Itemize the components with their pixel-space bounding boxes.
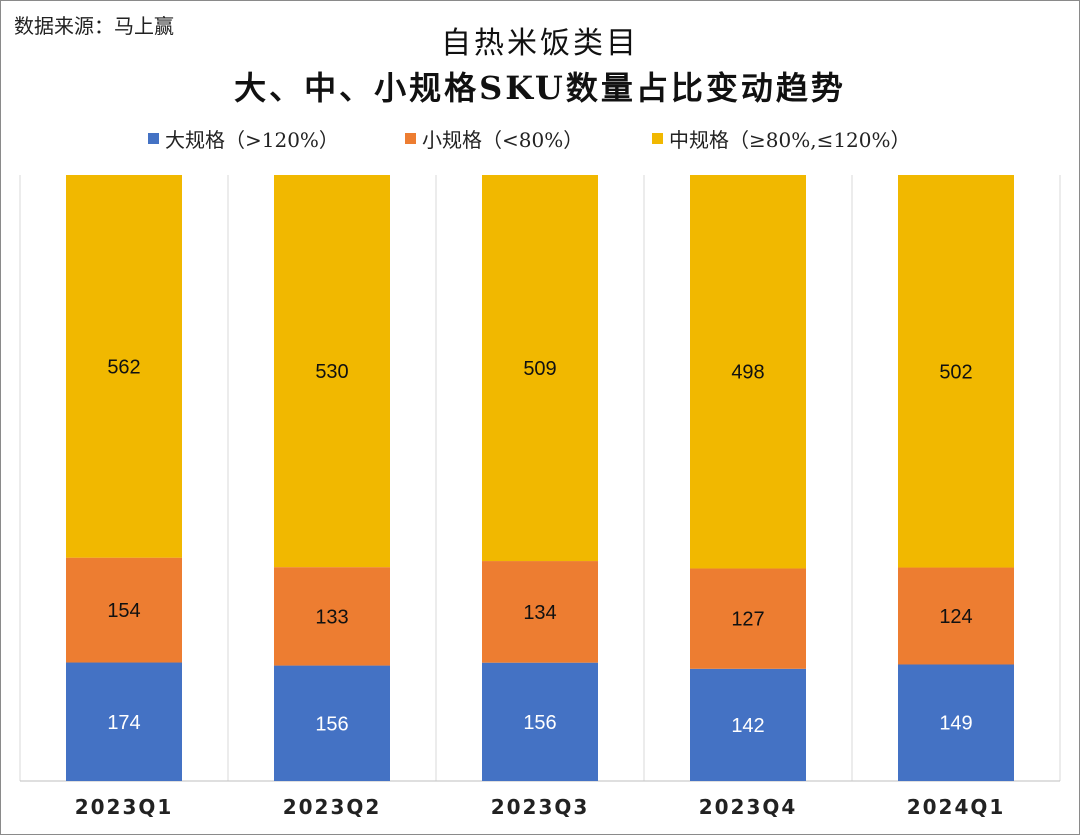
legend-item-large: 大规格（>120%）	[148, 124, 339, 153]
bar-segment	[690, 175, 806, 569]
data-label: 509	[523, 358, 556, 380]
data-label: 562	[107, 356, 140, 378]
bar-segment	[274, 175, 390, 568]
legend-label-medium: 中规格（≥80%,≤120%）	[669, 128, 911, 152]
bar-segment	[66, 662, 182, 781]
bar-segment	[66, 557, 182, 663]
data-source-note: 数据来源：马上赢	[14, 14, 174, 38]
data-label: 149	[939, 713, 972, 735]
bar-segment	[898, 175, 1014, 568]
legend-item-medium: 中规格（≥80%,≤120%）	[652, 124, 911, 153]
data-label: 133	[315, 606, 348, 628]
data-label: 502	[939, 361, 972, 383]
x-tick-label: 2023Q1	[75, 795, 174, 819]
legend-item-small: 小规格（<80%）	[405, 124, 583, 153]
legend: 大规格（>120%） 小规格（<80%） 中规格（≥80%,≤120%）	[0, 124, 1080, 154]
data-label: 154	[107, 600, 140, 622]
x-tick-label: 2023Q2	[283, 795, 382, 819]
x-tick-label: 2023Q4	[699, 795, 798, 819]
data-label: 127	[731, 609, 764, 631]
legend-swatch-small	[405, 133, 416, 144]
legend-label-small: 小规格（<80%）	[422, 128, 584, 152]
legend-swatch-large	[148, 133, 159, 144]
bar-segment	[690, 668, 806, 781]
data-label: 174	[107, 712, 140, 734]
chart-subtitle: 大、中、小规格SKU数量占比变动趋势	[234, 69, 846, 107]
data-label: 498	[731, 362, 764, 384]
x-tick-label: 2023Q3	[491, 795, 590, 819]
data-label: 134	[523, 602, 556, 624]
bar-segment	[482, 175, 598, 562]
data-label: 142	[731, 715, 764, 737]
bar-segment	[482, 662, 598, 781]
data-label: 156	[523, 712, 556, 734]
bar-segment	[898, 567, 1014, 665]
legend-label-large: 大规格（>120%）	[165, 128, 339, 152]
bar-segment	[690, 568, 806, 669]
bar-segment	[898, 664, 1014, 781]
legend-swatch-medium	[652, 133, 663, 144]
data-label: 156	[315, 713, 348, 735]
bar-segment	[482, 561, 598, 663]
x-tick-label: 2024Q1	[907, 795, 1006, 819]
bar-segment	[274, 567, 390, 666]
bar-segment	[66, 175, 182, 558]
data-label: 530	[315, 361, 348, 383]
data-label: 124	[939, 606, 972, 628]
bar-segment	[274, 665, 390, 781]
chart-title: 自热米饭类目	[441, 26, 639, 61]
